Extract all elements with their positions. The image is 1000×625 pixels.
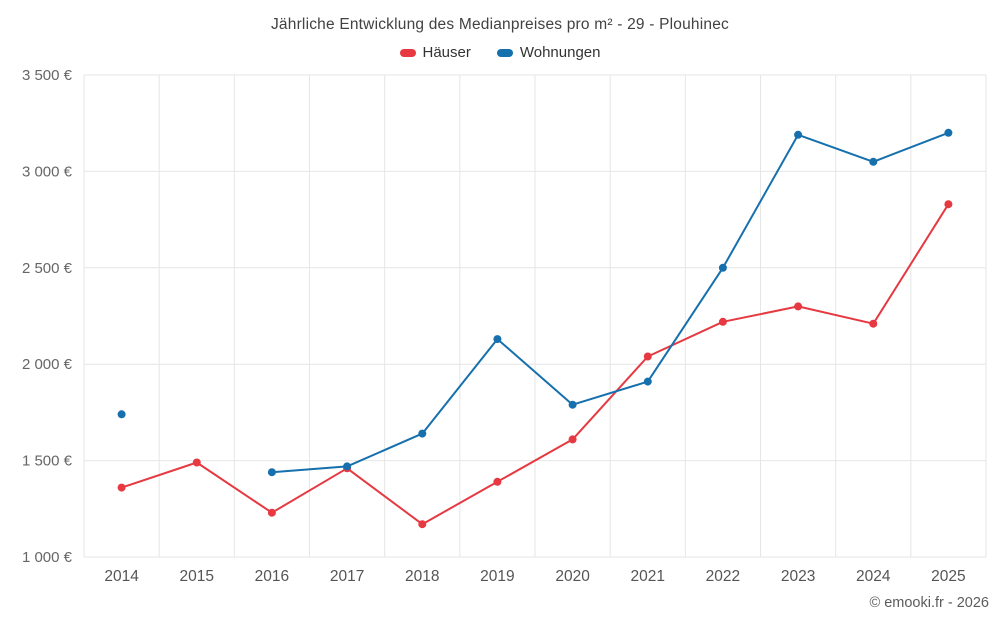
data-point[interactable] — [718, 317, 727, 326]
legend-item-wohnungen[interactable]: Wohnungen — [496, 44, 601, 61]
y-tick-label: 1 000 € — [22, 549, 73, 566]
x-tick-label: 2015 — [180, 568, 214, 585]
chart-title: Jährliche Entwicklung des Medianpreises … — [270, 16, 729, 33]
x-tick-label: 2018 — [405, 568, 439, 585]
x-tick-label: 2016 — [255, 568, 289, 585]
data-point[interactable] — [568, 400, 577, 409]
data-point[interactable] — [643, 377, 652, 386]
data-point[interactable] — [794, 130, 803, 139]
data-point[interactable] — [493, 335, 502, 344]
y-tick-label: 2 000 € — [22, 356, 73, 373]
series-wohnungen — [117, 128, 953, 477]
y-tick-label: 3 500 € — [22, 67, 73, 84]
x-tick-label: 2017 — [330, 568, 364, 585]
x-tick-label: 2014 — [104, 568, 139, 585]
x-axis-labels: 2014 2015 2016 2017 2018 2019 2020 2021 2022 2023… — [104, 568, 965, 585]
data-point[interactable] — [869, 319, 878, 328]
data-point[interactable] — [267, 468, 276, 477]
copyright: © emooki.fr - 2026 — [869, 595, 989, 611]
data-point[interactable] — [192, 458, 201, 467]
data-point[interactable] — [718, 263, 727, 272]
data-point[interactable] — [944, 200, 953, 209]
data-point[interactable] — [869, 157, 878, 166]
legend-marker-wohnungen-icon — [496, 48, 513, 57]
chart-legend: Häuser Wohnungen — [0, 44, 1000, 61]
x-tick-label: 2019 — [480, 568, 514, 585]
series-line — [120, 203, 950, 526]
x-tick-label: 2023 — [781, 568, 815, 585]
y-tick-label: 3 000 € — [22, 163, 73, 180]
x-tick-label: 2022 — [706, 568, 740, 585]
data-point[interactable] — [418, 520, 427, 529]
data-point[interactable] — [267, 508, 276, 517]
data-point[interactable] — [568, 435, 577, 444]
x-tick-label: 2021 — [631, 568, 665, 585]
data-point[interactable] — [117, 410, 126, 419]
series-line — [270, 131, 950, 474]
gridlines — [83, 74, 987, 558]
legend-label-haeuser: Häuser — [422, 44, 471, 61]
data-point[interactable] — [643, 352, 652, 361]
x-tick-label: 2025 — [931, 568, 965, 585]
legend-item-haeuser[interactable]: Häuser — [399, 44, 471, 61]
x-tick-label: 2024 — [856, 568, 891, 585]
data-point[interactable] — [117, 483, 126, 492]
data-point[interactable] — [493, 477, 502, 486]
legend-label-wohnungen: Wohnungen — [519, 44, 601, 61]
data-point[interactable] — [418, 429, 427, 438]
data-point[interactable] — [794, 302, 803, 311]
y-tick-label: 1 500 € — [22, 453, 73, 470]
y-axis-labels: 1 000 € 1 500 € 2 000 € 2 500 € 3 000 € 3 500… — [22, 67, 73, 566]
data-point[interactable] — [343, 462, 352, 471]
legend-marker-haeuser-icon — [399, 48, 416, 57]
series-häuser — [117, 200, 953, 529]
y-tick-label: 2 500 € — [22, 260, 73, 277]
x-tick-label: 2020 — [555, 568, 590, 585]
data-point[interactable] — [944, 128, 953, 137]
